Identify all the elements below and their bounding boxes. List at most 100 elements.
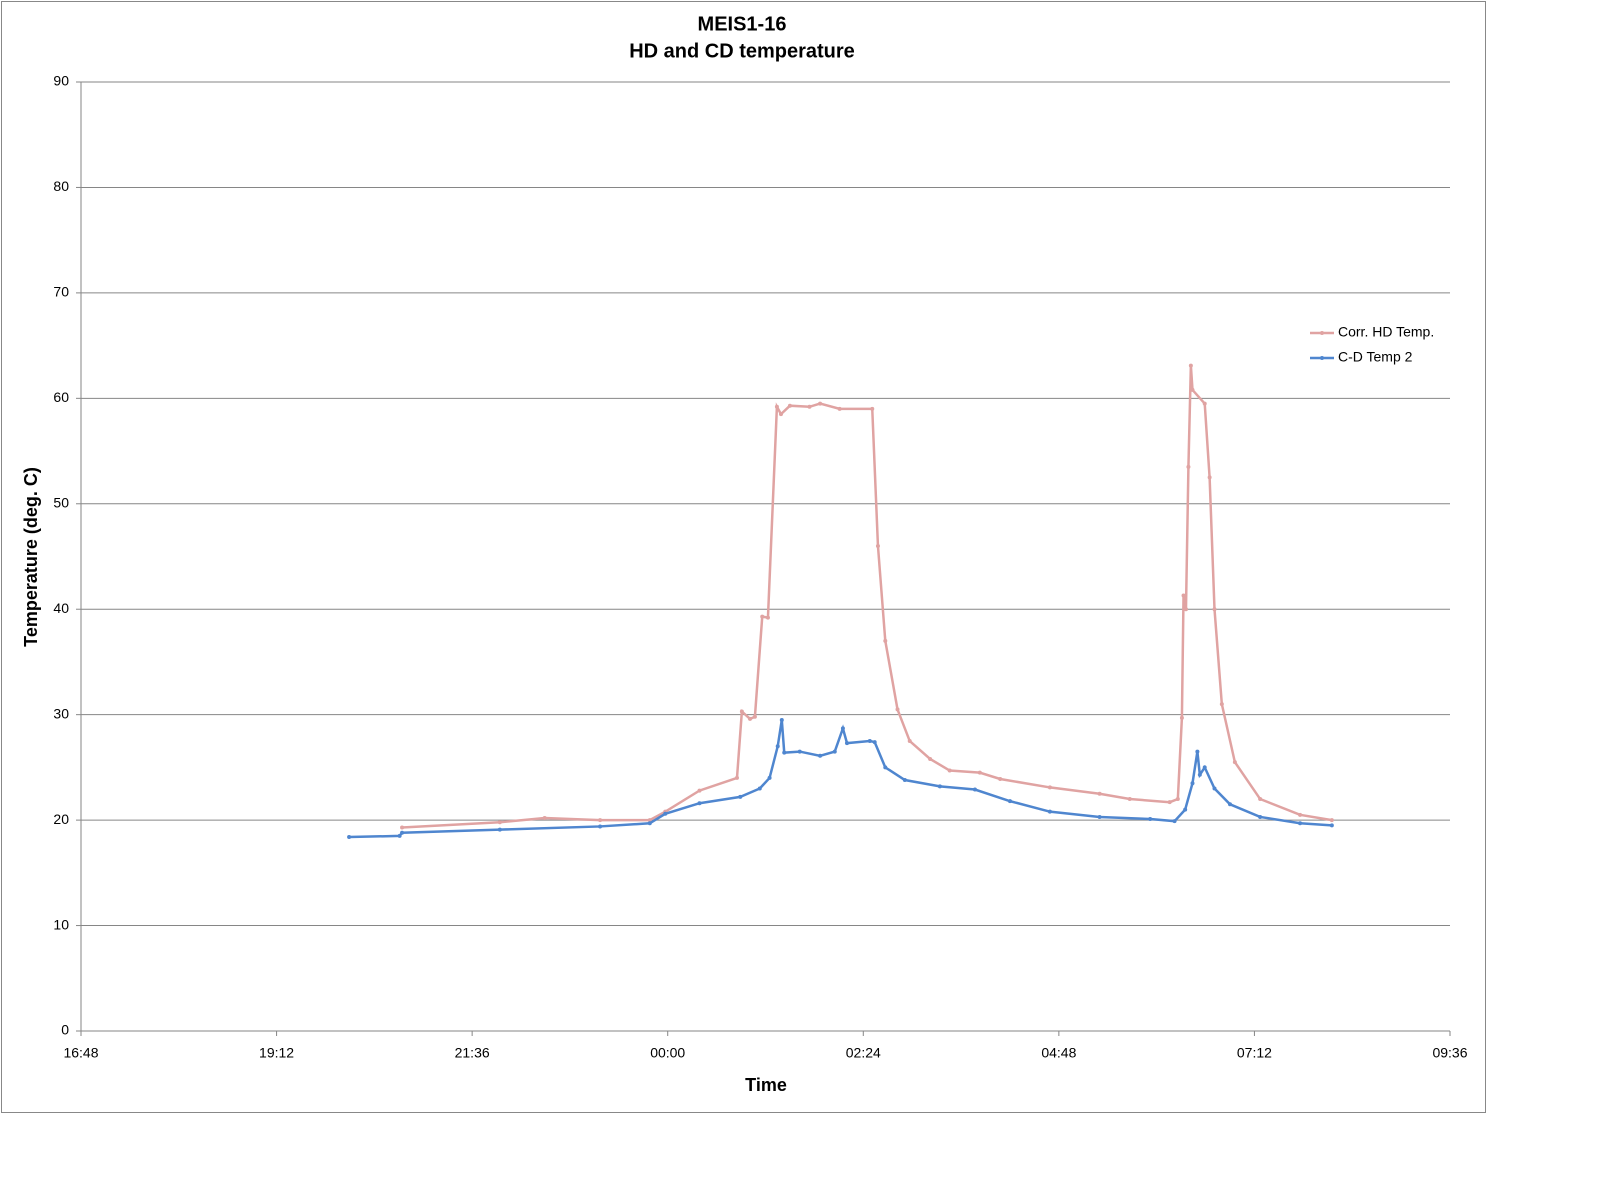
- data-point: [739, 709, 744, 714]
- data-point: [1202, 401, 1207, 406]
- x-tick-label: 21:36: [455, 1045, 490, 1061]
- data-point: [734, 775, 739, 780]
- data-point: [497, 820, 502, 825]
- data-point: [1298, 812, 1303, 817]
- data-point: [907, 739, 912, 744]
- y-tick-label: 40: [53, 600, 69, 616]
- data-point: [542, 816, 547, 821]
- x-tick-label: 16:48: [63, 1045, 98, 1061]
- data-point: [775, 744, 780, 749]
- y-tick-label: 50: [53, 494, 69, 510]
- data-point: [774, 404, 779, 409]
- data-point: [397, 833, 402, 838]
- x-tick-label: 04:48: [1041, 1045, 1076, 1061]
- data-point: [1181, 593, 1186, 598]
- y-tick-label: 20: [53, 811, 69, 827]
- data-point: [895, 707, 900, 712]
- data-point: [697, 801, 702, 806]
- data-point: [1195, 749, 1200, 754]
- y-tick-label: 80: [53, 178, 69, 194]
- y-tick-label: 90: [53, 73, 69, 89]
- y-tick-label: 60: [53, 389, 69, 405]
- data-point: [818, 401, 823, 406]
- data-point: [818, 753, 823, 758]
- data-point: [748, 716, 753, 721]
- x-tick-label: 02:24: [846, 1045, 881, 1061]
- data-point: [1167, 800, 1172, 805]
- data-point: [1258, 814, 1263, 819]
- data-point: [400, 830, 405, 835]
- chart-title: MEIS1-16: [698, 13, 787, 35]
- data-point: [977, 770, 982, 775]
- data-point: [832, 749, 837, 754]
- data-point: [767, 775, 772, 780]
- data-point: [1183, 607, 1188, 612]
- data-point: [872, 740, 877, 745]
- legend-marker: [1320, 356, 1324, 360]
- data-point: [883, 765, 888, 770]
- data-point: [937, 784, 942, 789]
- x-tick-label: 07:12: [1237, 1045, 1272, 1061]
- x-tick-label: 19:12: [259, 1045, 294, 1061]
- data-point: [1183, 807, 1188, 812]
- data-point: [1097, 791, 1102, 796]
- data-point: [1127, 797, 1132, 802]
- chart-border: [1, 1, 1486, 1113]
- data-point: [807, 404, 812, 409]
- y-tick-label: 0: [61, 1022, 69, 1038]
- data-point: [598, 824, 603, 829]
- data-point: [928, 756, 933, 761]
- data-point: [947, 768, 952, 773]
- chart-subtitle: HD and CD temperature: [629, 40, 855, 62]
- data-point: [797, 749, 802, 754]
- data-point: [837, 406, 842, 411]
- legend-label: C-D Temp 2: [1338, 349, 1413, 365]
- data-point: [875, 543, 880, 548]
- x-axis-title: Time: [745, 1075, 787, 1095]
- data-point: [998, 776, 1003, 781]
- data-point: [765, 615, 770, 620]
- legend-marker: [1320, 331, 1324, 335]
- data-point: [1329, 823, 1334, 828]
- data-point: [1212, 607, 1217, 612]
- data-point: [647, 821, 652, 826]
- data-point: [400, 825, 405, 830]
- y-axis-title: Temperature (deg. C): [21, 467, 41, 647]
- data-point: [902, 778, 907, 783]
- data-point: [1227, 802, 1232, 807]
- data-point: [1047, 785, 1052, 790]
- data-point: [760, 614, 765, 619]
- data-point: [782, 750, 787, 755]
- data-point: [972, 787, 977, 792]
- data-point: [1188, 363, 1193, 368]
- data-point: [1175, 797, 1180, 802]
- data-point: [778, 412, 783, 417]
- data-point: [647, 818, 652, 823]
- data-point: [347, 834, 352, 839]
- data-point: [1258, 797, 1263, 802]
- legend-label: Corr. HD Temp.: [1338, 324, 1434, 340]
- data-point: [1179, 715, 1184, 720]
- data-point: [752, 714, 757, 719]
- data-point: [1197, 772, 1202, 777]
- data-point: [844, 741, 849, 746]
- data-point: [1329, 818, 1334, 823]
- data-point: [1202, 765, 1207, 770]
- data-point: [598, 818, 603, 823]
- data-point: [1148, 817, 1153, 822]
- x-tick-label: 00:00: [650, 1045, 685, 1061]
- y-tick-label: 30: [53, 705, 69, 721]
- data-point: [1172, 819, 1177, 824]
- y-tick-label: 10: [53, 916, 69, 932]
- data-point: [1298, 821, 1303, 826]
- data-point: [1232, 760, 1237, 765]
- x-tick-label: 09:36: [1432, 1045, 1467, 1061]
- data-point: [870, 406, 875, 411]
- data-point: [738, 794, 743, 799]
- data-point: [1190, 387, 1195, 392]
- y-tick-label: 70: [53, 284, 69, 300]
- data-point: [867, 739, 872, 744]
- data-point: [1219, 702, 1224, 707]
